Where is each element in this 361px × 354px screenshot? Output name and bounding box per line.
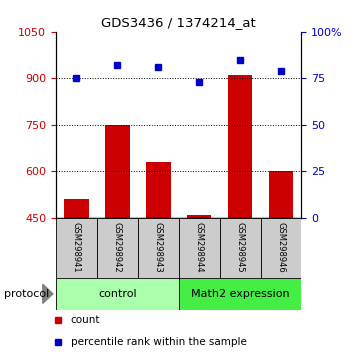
Bar xyxy=(146,162,170,218)
Bar xyxy=(64,199,89,218)
Text: GSM298943: GSM298943 xyxy=(154,222,163,273)
Text: GSM298942: GSM298942 xyxy=(113,222,122,273)
Bar xyxy=(97,218,138,278)
Bar xyxy=(56,218,97,278)
Text: GSM298945: GSM298945 xyxy=(236,222,244,273)
Text: GSM298941: GSM298941 xyxy=(72,222,81,273)
Bar xyxy=(105,125,130,218)
Text: GSM298944: GSM298944 xyxy=(195,222,204,273)
Bar xyxy=(138,218,179,278)
Bar xyxy=(261,218,301,278)
Bar xyxy=(269,171,293,218)
Text: GSM298946: GSM298946 xyxy=(277,222,286,273)
Polygon shape xyxy=(43,284,53,303)
Bar xyxy=(219,218,261,278)
Bar xyxy=(187,215,212,218)
Bar xyxy=(56,278,179,310)
Text: count: count xyxy=(71,315,100,325)
Bar xyxy=(179,218,219,278)
Bar xyxy=(179,278,301,310)
Text: protocol: protocol xyxy=(4,289,49,299)
Text: Math2 expression: Math2 expression xyxy=(191,289,290,299)
Title: GDS3436 / 1374214_at: GDS3436 / 1374214_at xyxy=(101,16,256,29)
Text: percentile rank within the sample: percentile rank within the sample xyxy=(71,337,247,347)
Bar xyxy=(228,75,252,218)
Text: control: control xyxy=(98,289,136,299)
